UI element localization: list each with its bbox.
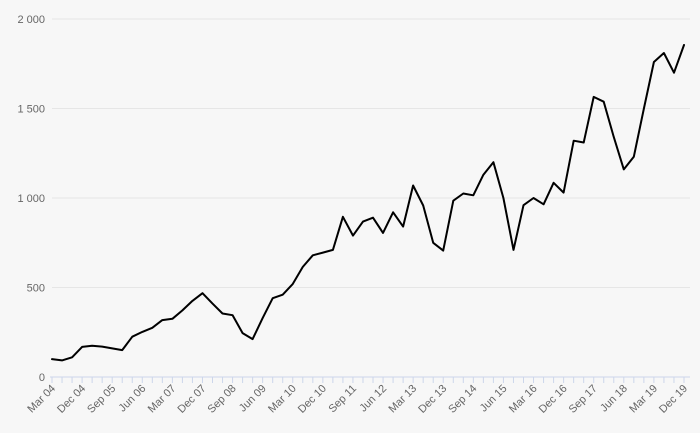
y-tick-label: 2 000 <box>17 14 45 26</box>
x-tick-label: Dec 16 <box>537 383 570 416</box>
x-axis-ticks <box>51 377 685 383</box>
x-tick-label: Jun 18 <box>598 383 630 415</box>
x-tick-label: Mar 10 <box>266 383 299 416</box>
y-tick-label: 0 <box>39 372 45 384</box>
x-tick-label: Sep 11 <box>327 383 360 416</box>
x-tick-label: Jun 09 <box>237 383 269 415</box>
x-tick-label: Mar 07 <box>146 383 179 416</box>
x-tick-label: Mar 13 <box>387 383 420 416</box>
y-tick-label: 1 000 <box>17 193 45 205</box>
x-tick-label: Jun 12 <box>357 383 389 415</box>
y-gridlines <box>52 18 690 288</box>
y-tick-label: 500 <box>27 283 45 295</box>
x-tick-label: Sep 08 <box>206 383 239 416</box>
x-tick-label: Jun 15 <box>478 383 510 415</box>
x-tick-label: Dec 19 <box>657 383 690 416</box>
x-tick-label: Mar 16 <box>507 383 540 416</box>
x-tick-label: Sep 14 <box>446 383 479 416</box>
y-tick-label: 1 500 <box>17 104 45 116</box>
x-tick-label: Dec 10 <box>296 383 329 416</box>
x-tick-label: Mar 19 <box>627 383 660 416</box>
x-tick-label: Jun 06 <box>117 383 149 415</box>
x-tick-label: Dec 07 <box>175 383 208 416</box>
x-tick-label: Mar 04 <box>25 383 58 416</box>
x-tick-label: Sep 17 <box>567 383 600 416</box>
x-tick-label: Dec 04 <box>55 383 88 416</box>
series-line <box>51 44 685 362</box>
x-tick-label: Sep 05 <box>85 383 118 416</box>
y-axis-labels: 0 500 1 000 1 500 2 000 <box>17 14 45 384</box>
x-tick-label: Dec 13 <box>416 383 449 416</box>
